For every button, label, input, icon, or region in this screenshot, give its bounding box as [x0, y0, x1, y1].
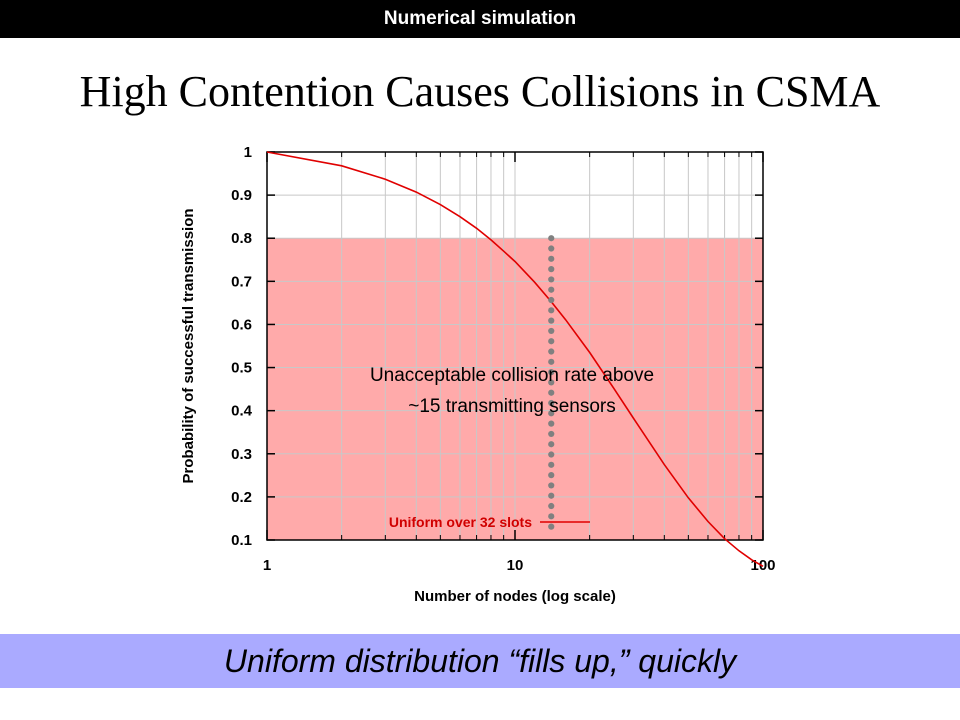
y-tick-label: 0.4: [231, 403, 253, 420]
threshold-dot: [548, 296, 555, 304]
y-tick-label: 1: [244, 144, 252, 161]
slide-title: High Contention Causes Collisions in CSM…: [79, 67, 881, 116]
grid-lines: [267, 151, 763, 541]
threshold-dot: [548, 276, 555, 283]
threshold-dot: [548, 451, 555, 458]
threshold-dot: [548, 523, 555, 530]
y-axis-ticks: 0.1 0.2 0.3 0.4 0.5 0.6 0.7 0.8 0.9 1: [231, 144, 763, 549]
threshold-dot: [548, 358, 555, 365]
threshold-dot: [548, 317, 555, 324]
threshold-dot: [548, 472, 555, 479]
x-axis-label: Number of nodes (log scale): [414, 588, 616, 605]
threshold-dot: [548, 502, 555, 510]
threshold-dot: [548, 307, 555, 314]
y-tick-label: 0.7: [231, 273, 252, 290]
y-tick-label: 0.3: [231, 446, 252, 463]
threshold-dot: [548, 286, 555, 293]
threshold-dots: [548, 235, 555, 530]
collision-chart: 0.10.20.30.40.50.60.70.80.91 1 10 100 Unac…: [180, 144, 776, 605]
threshold-dot: [548, 369, 555, 376]
y-tick-label: 0.9: [231, 187, 252, 204]
threshold-dot: [548, 482, 555, 489]
y-tick-label: 0.1: [231, 532, 252, 549]
threshold-dot: [548, 430, 555, 438]
threshold-dot: [548, 255, 555, 262]
threshold-dot: [548, 461, 555, 468]
x-tick-label: 1: [263, 557, 271, 574]
y-tick-label: 0.5: [231, 360, 252, 377]
y-axis-label: Probability of successful transmission: [180, 208, 197, 483]
x-tick-label: 10: [507, 557, 524, 574]
threshold-dot: [548, 492, 555, 499]
threshold-dot: [548, 245, 555, 252]
threshold-dot: [548, 235, 555, 242]
threshold-dot: [548, 379, 555, 386]
threshold-dot: [548, 348, 555, 355]
threshold-dot: [548, 266, 555, 273]
threshold-dot: [548, 399, 555, 407]
annotation-line-1: Unacceptable collision rate above: [370, 365, 654, 386]
legend-label: Uniform over 32 slots: [389, 514, 532, 530]
threshold-dot: [548, 513, 555, 520]
threshold-dot: [548, 338, 555, 345]
threshold-dot: [548, 410, 555, 417]
y-tick-label: 0.2: [231, 489, 252, 506]
y-tick-label: 0.6: [231, 316, 252, 333]
threshold-dot: [548, 441, 555, 448]
threshold-dot: [548, 327, 555, 335]
y-tick-label: 0.8: [231, 230, 252, 247]
slide-header: Numerical simulation: [0, 0, 960, 38]
threshold-dot: [548, 420, 555, 427]
slide-footer: Uniform distribution “fills up,” quickly: [0, 634, 960, 688]
annotation-line-2: ~15 transmitting sensors: [408, 396, 616, 417]
threshold-dot: [548, 389, 555, 396]
